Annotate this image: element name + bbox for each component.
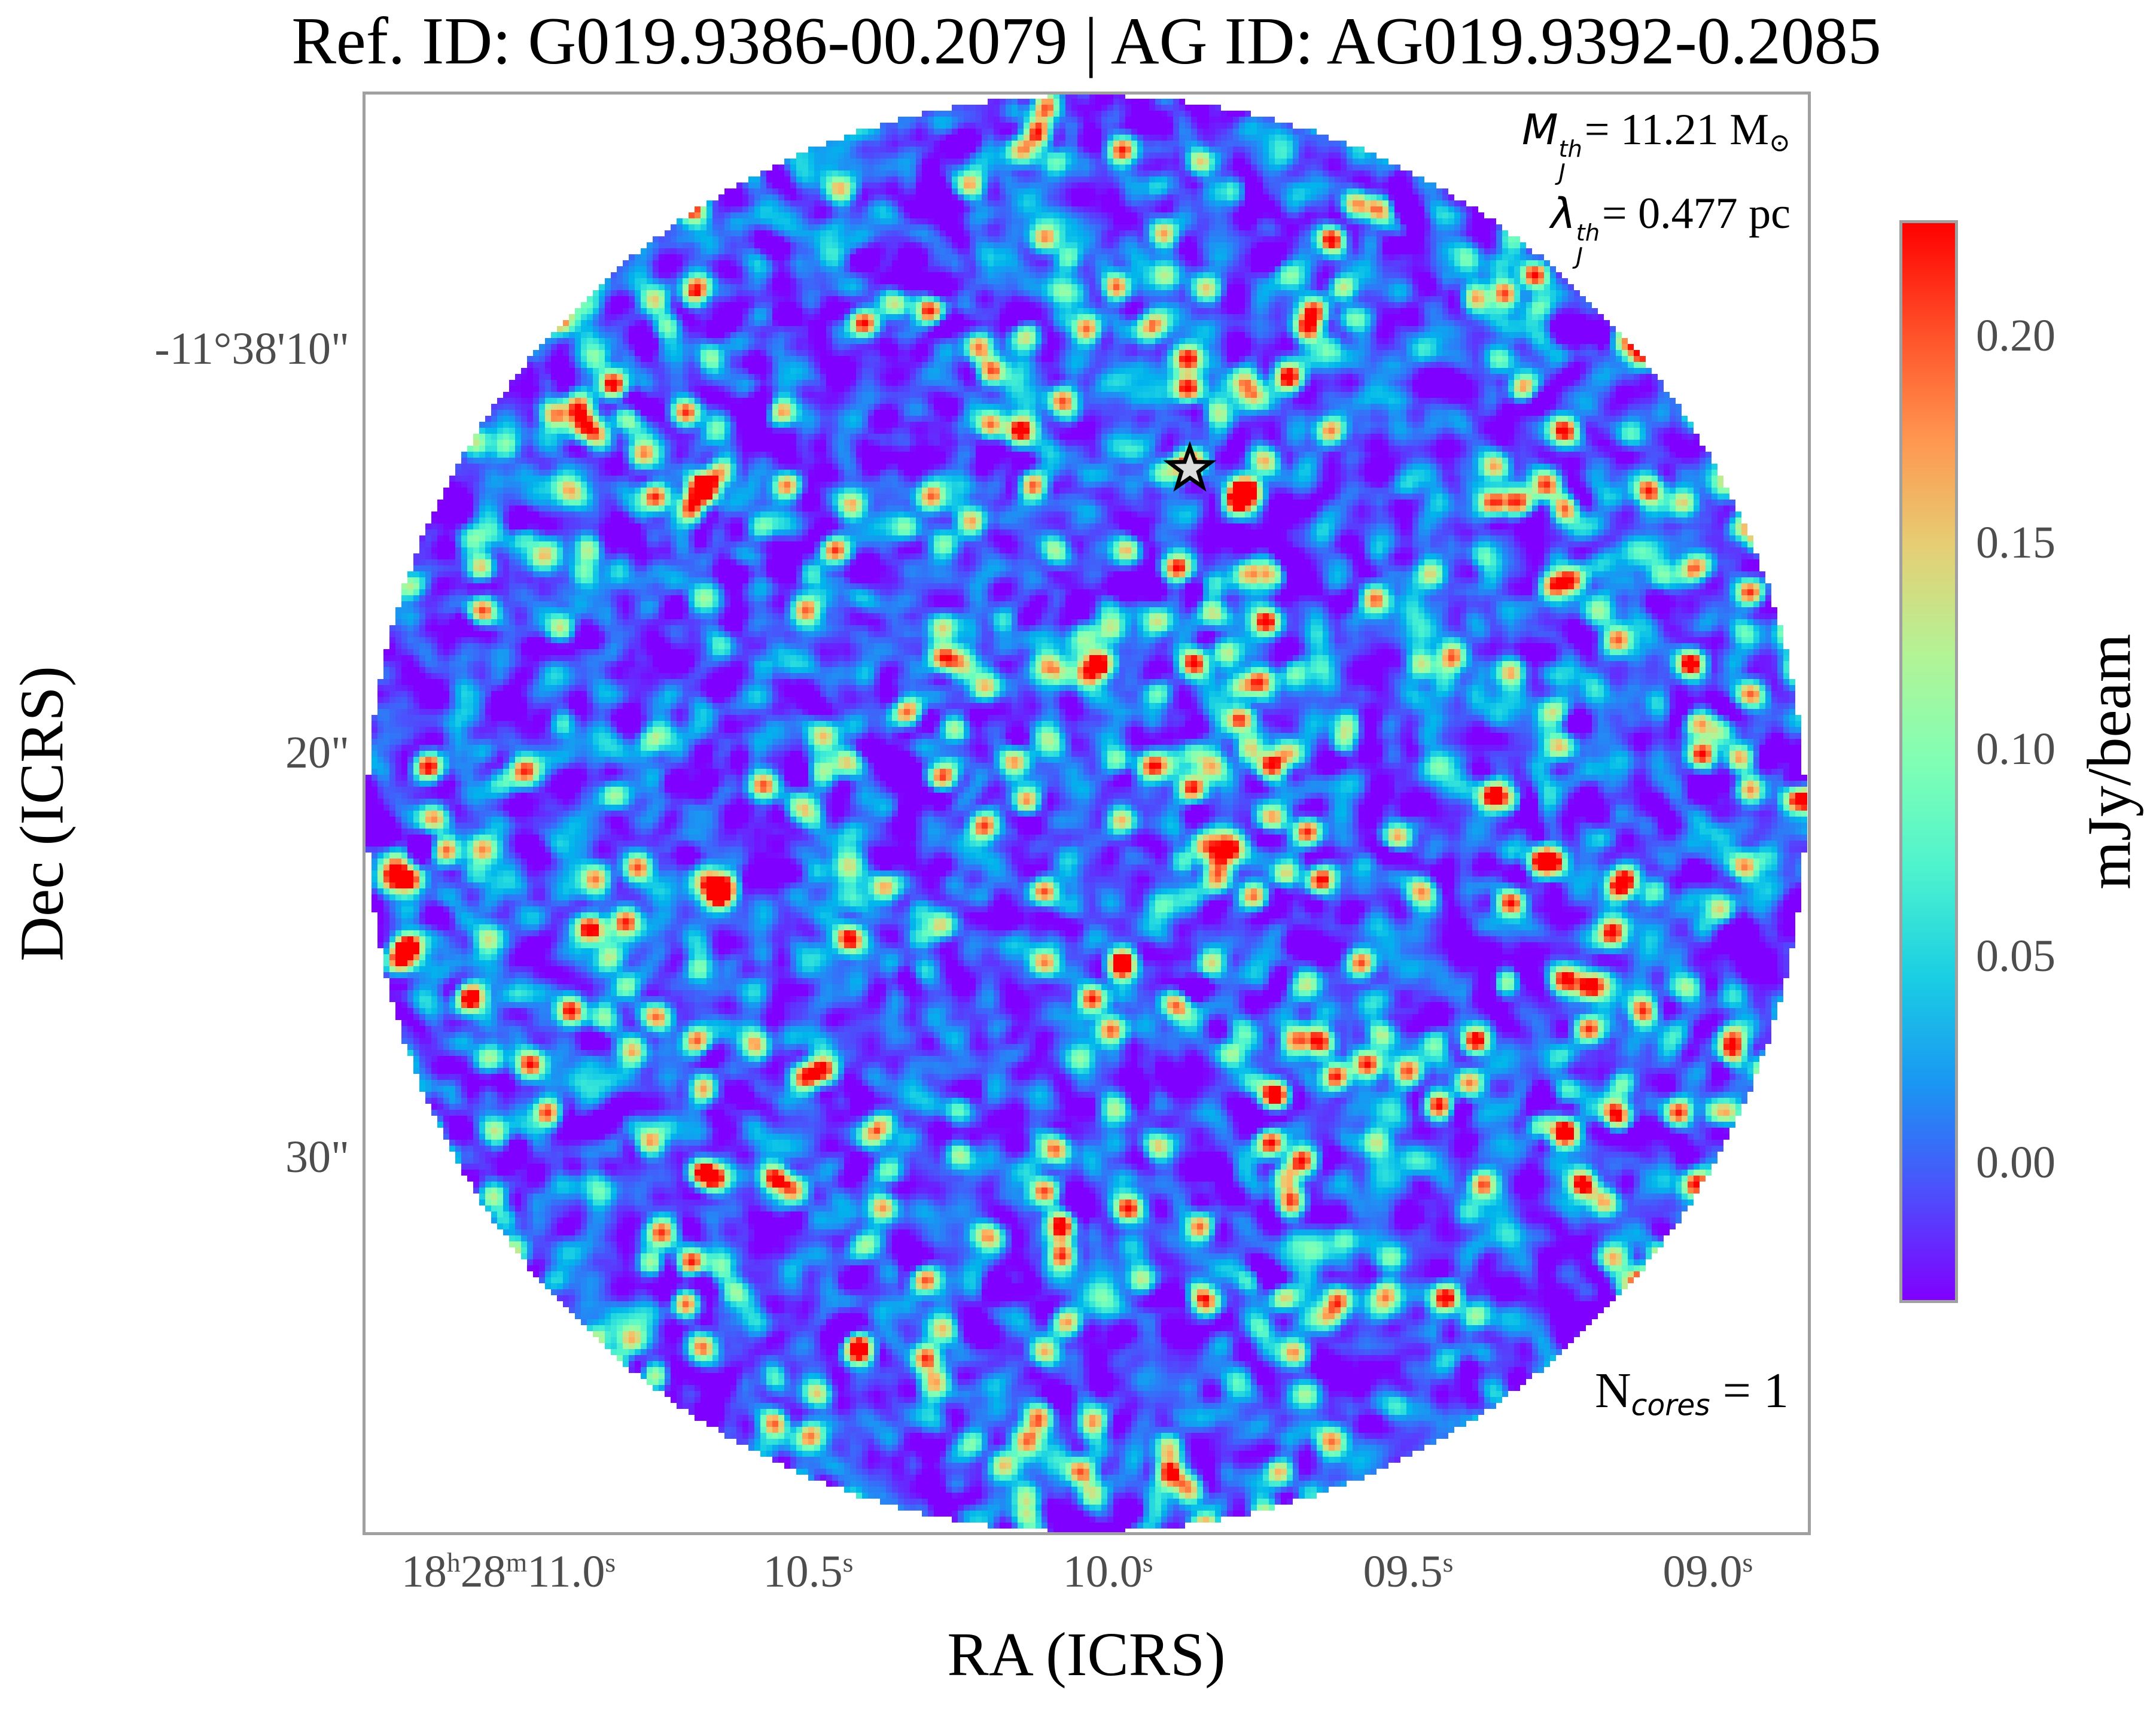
star-marker-icon (1163, 441, 1217, 492)
colorbar-tick-label: 0.00 (1976, 1137, 2055, 1188)
colorbar (1899, 220, 1958, 1303)
x-tick-label: 09.0s (1662, 1547, 1753, 1597)
colorbar-tick-label: 0.10 (1976, 724, 2055, 775)
star-polygon (1163, 441, 1217, 492)
figure-title: Ref. ID: G019.9386-00.2079 | AG ID: AG01… (291, 4, 1881, 78)
y-tick-label: 30" (285, 1132, 349, 1183)
colorbar-tick-label: 0.15 (1976, 517, 2055, 568)
jeans-length-annotation: λ th J = 0.477 pc (1551, 189, 1790, 270)
y-tick-label: -11°38'10" (154, 323, 349, 374)
colorbar-tick-label: 0.20 (1976, 310, 2055, 361)
cores-count-annotation: Ncores = 1 (1594, 1363, 1789, 1423)
x-tick-label: 10.0s (1062, 1547, 1153, 1597)
x-tick-label: 09.5s (1363, 1547, 1454, 1597)
sky-map-canvas (366, 95, 1807, 1532)
y-axis-label: Dec (ICRS) (7, 666, 77, 961)
colorbar-label: mJy/beam (2075, 634, 2144, 890)
x-tick-label: 10.5s (763, 1547, 854, 1597)
colorbar-tick-label: 0.05 (1976, 930, 2055, 981)
x-tick-label: 18h28m11.0s (401, 1547, 616, 1597)
x-axis-label: RA (ICRS) (947, 1620, 1226, 1689)
y-tick-label: 20" (285, 727, 349, 778)
